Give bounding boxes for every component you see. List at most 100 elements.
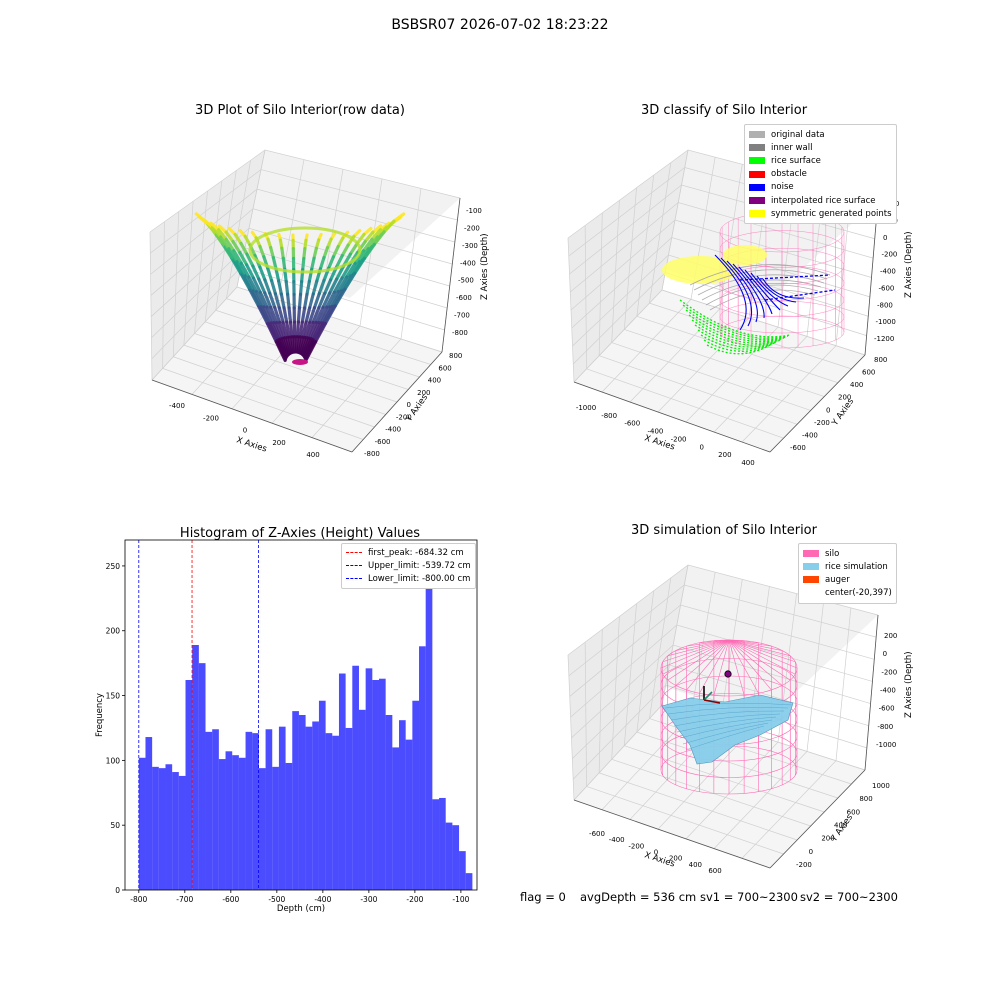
simulation-x-tick: -200 <box>628 842 644 850</box>
raw-point-band <box>332 276 344 294</box>
grid-line <box>624 745 825 813</box>
inner-wall-points <box>697 274 825 296</box>
grid-line <box>183 344 386 415</box>
raw-point-band <box>334 253 344 269</box>
raw-z-tick: -600 <box>456 294 472 302</box>
simulation-z-tick: -1000 <box>876 741 896 749</box>
noise-points <box>739 274 836 301</box>
silo-cylinder-ring <box>719 230 845 268</box>
raw-point-band <box>363 230 375 244</box>
histogram-x-tick-label: -800 <box>130 895 147 904</box>
raw-point-band <box>310 256 316 271</box>
raw-point-band <box>269 278 277 296</box>
raw-y-tick: 200 <box>417 389 430 397</box>
silo-wireframe-roof <box>660 639 730 669</box>
grid-line <box>624 329 825 397</box>
raw-point-band <box>333 287 347 308</box>
classify-z-tick: -200 <box>882 251 898 259</box>
rice-mesh-line <box>679 719 773 739</box>
raw-point-band <box>245 263 256 280</box>
auger-marker <box>703 691 713 701</box>
raw-point-band <box>287 306 293 324</box>
classify-legend-item: rice surface <box>749 154 892 167</box>
raw-point-band <box>331 244 340 259</box>
z-axis-line <box>864 614 879 771</box>
histogram-bar <box>352 665 359 890</box>
rice-surface-points <box>685 309 787 341</box>
raw-point-band <box>254 289 266 309</box>
symmetric-points <box>662 256 738 284</box>
raw-point-band <box>281 256 287 271</box>
raw-y-tick: -600 <box>375 438 391 446</box>
raw-point-band <box>319 305 332 325</box>
raw-point-band <box>312 246 318 260</box>
simulation-x-axis-label: X Axies <box>643 850 676 869</box>
classify-legend-swatch <box>749 131 765 139</box>
raw-point-band <box>269 245 275 260</box>
raw-point-band <box>298 279 304 296</box>
silo-wireframe-roof <box>728 639 783 686</box>
classify-y-tick: 200 <box>838 394 851 402</box>
raw-plot-title: 3D Plot of Silo Interior(row data) <box>195 103 405 118</box>
classify-legend: original data inner wall rice surface obsta… <box>744 124 897 225</box>
simulation-y-tick: 600 <box>847 808 860 816</box>
raw-z-tick: -300 <box>462 242 478 250</box>
noise-points <box>762 278 805 299</box>
classify-x-tick: -800 <box>601 412 617 420</box>
raw-point-band <box>308 292 315 310</box>
rice-surface-points <box>703 339 775 352</box>
silo-wireframe-roof <box>728 639 796 663</box>
raw-point-band <box>314 321 328 344</box>
histogram-bar <box>265 729 273 890</box>
classify-x-tick: 0 <box>699 443 703 451</box>
grid-line <box>571 237 870 329</box>
silo-wireframe-roof <box>686 639 730 691</box>
raw-point-band <box>371 224 383 234</box>
classify-x-tick: -400 <box>647 428 663 436</box>
raw-point-band <box>258 265 267 282</box>
silo-wireframe-roof <box>728 639 783 651</box>
raw-point-band <box>273 292 281 310</box>
histogram-bar <box>238 757 246 890</box>
raw-point-band <box>243 274 255 293</box>
simulation-plot-title: 3D simulation of Silo Interior <box>631 523 817 538</box>
grid-line <box>570 219 872 311</box>
classify-plot-title: 3D classify of Silo Interior <box>640 103 808 118</box>
grid-line <box>599 355 798 425</box>
raw-point-band <box>227 247 239 264</box>
raw-point-band <box>300 306 307 324</box>
classify-legend-swatch <box>749 210 765 218</box>
simulation-z-tick: -400 <box>880 687 896 695</box>
histogram-x-tick-label: -100 <box>452 895 469 904</box>
noise-points <box>738 266 773 315</box>
rice-mesh-line <box>685 725 765 751</box>
histogram-bar <box>338 673 346 890</box>
grid-line <box>204 180 223 322</box>
raw-point-band <box>325 290 336 309</box>
raw-point-band <box>251 289 264 309</box>
raw-point-band <box>340 263 352 280</box>
classify-legend-swatch <box>749 157 765 165</box>
grid-line <box>586 786 784 855</box>
raw-point-band <box>277 279 283 296</box>
silo-wireframe-roof <box>728 639 759 694</box>
raw-point-band <box>382 219 396 234</box>
inner-wall-points <box>689 264 831 286</box>
silo-cylinder-ring <box>719 300 845 334</box>
raw-point-band <box>295 320 300 339</box>
histogram-legend-swatch <box>346 565 362 567</box>
histogram-bar <box>212 729 219 890</box>
raw-point-band <box>271 256 278 271</box>
inner-wall-points <box>693 269 828 291</box>
raw-point-band <box>240 272 253 292</box>
grid-line <box>568 584 877 676</box>
grid-line <box>636 315 838 384</box>
raw-point-band <box>251 264 261 281</box>
classify-x-tick: -600 <box>624 420 640 428</box>
raw-point-band <box>268 291 277 310</box>
silo-cylinder-ring <box>719 265 845 301</box>
classify-legend-swatch <box>749 144 765 152</box>
raw-point-band <box>281 320 289 339</box>
rice-simulation-surface <box>661 694 794 765</box>
raw-point-band <box>277 306 285 324</box>
